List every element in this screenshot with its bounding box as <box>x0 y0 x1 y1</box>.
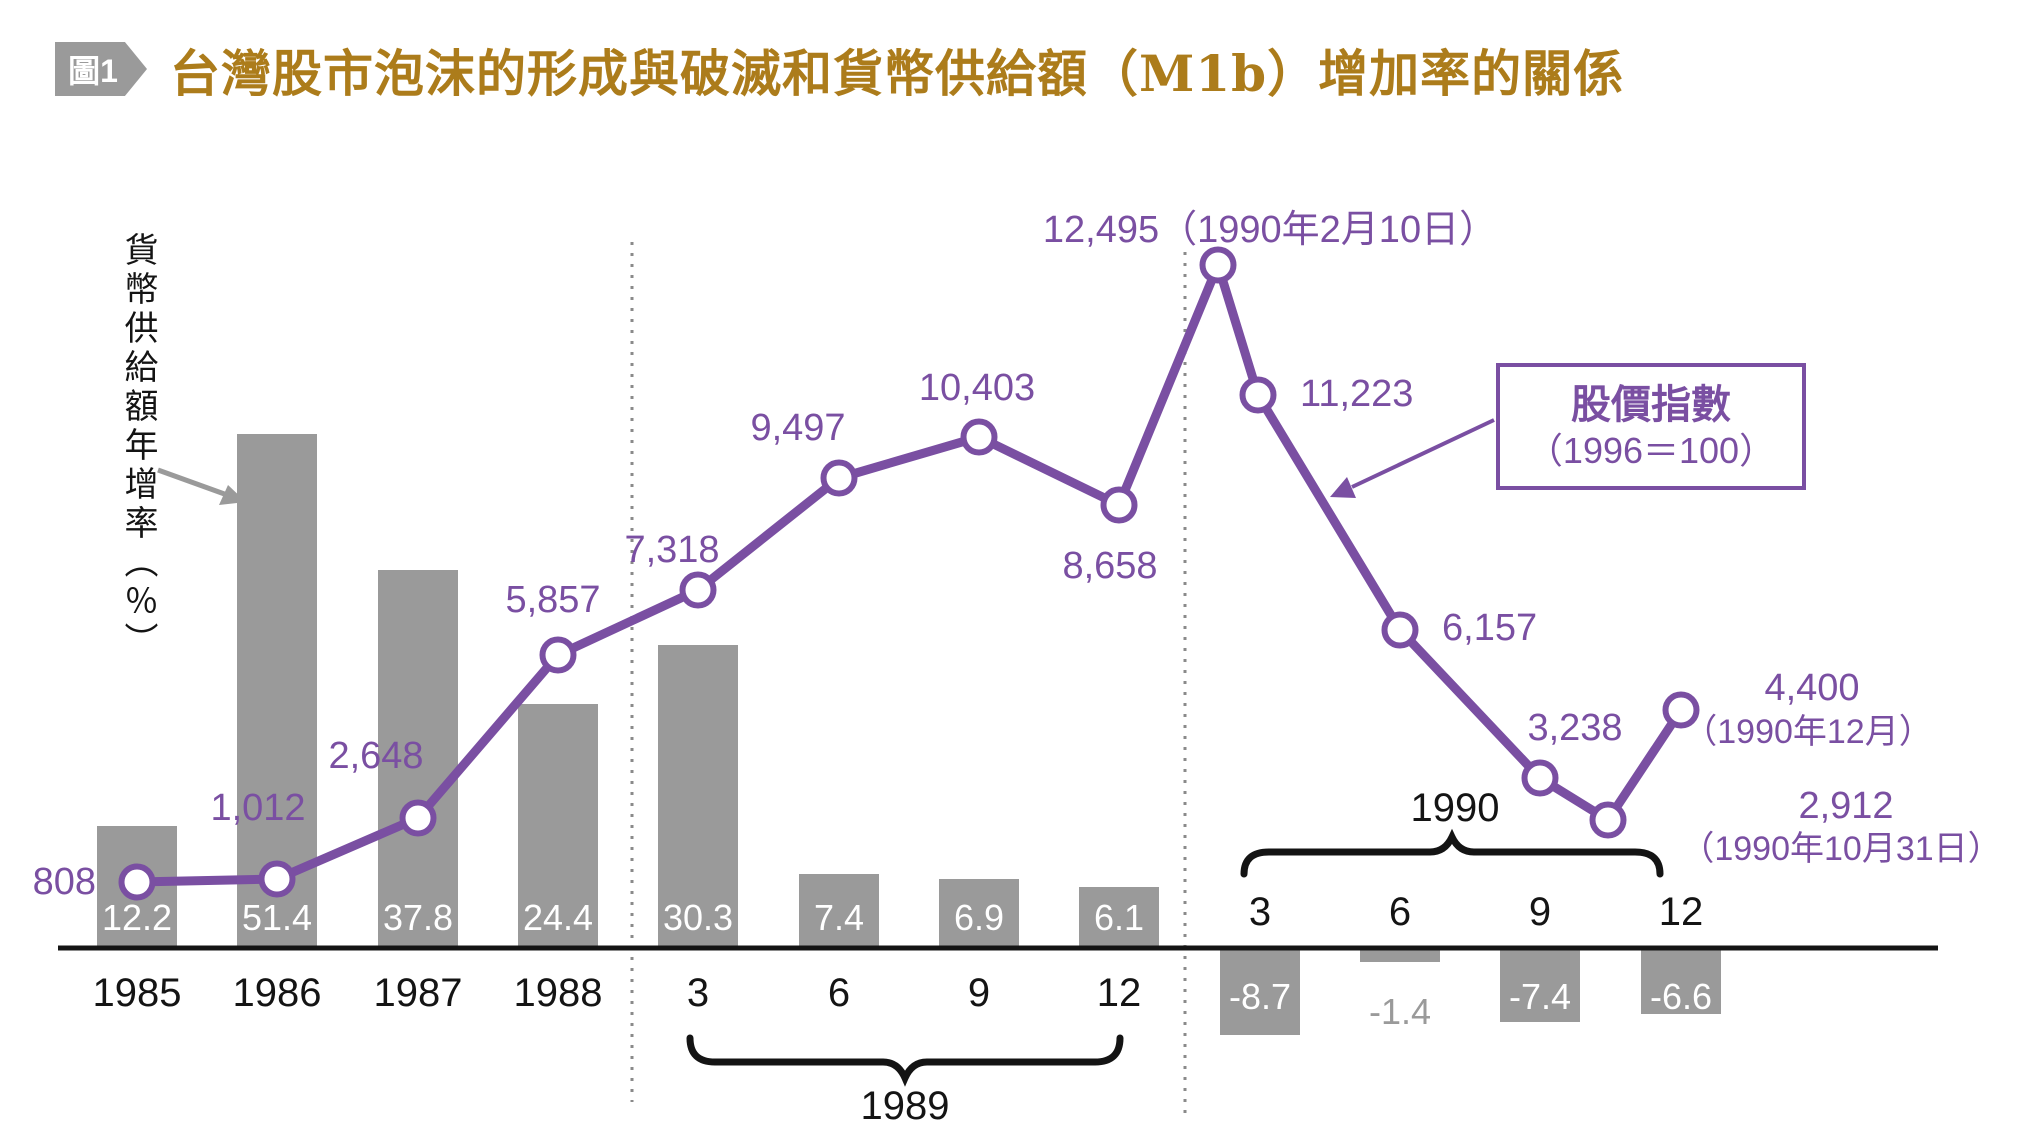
bar-1989-06 <box>799 874 879 948</box>
y-axis-label: 貨幣供給額年增率（％） <box>119 232 157 661</box>
x-tick-label: 12 <box>1096 971 1142 1015</box>
x-tick-label: 9 <box>1528 890 1552 934</box>
point-value-label: 808 <box>32 861 96 903</box>
legend-subtitle: （1996＝100） <box>1526 429 1776 471</box>
bar-value-label: 24.4 <box>522 897 594 938</box>
money-supply-arrow <box>157 467 246 505</box>
point-value-label: 6,157 <box>1442 607 1538 649</box>
point-value-label: 11,223 <box>1300 373 1414 415</box>
line-point-1990-12 <box>1662 691 1700 729</box>
point-date-label: （1990年10月31日） <box>1680 830 2002 868</box>
line-point-1990-02-10 <box>1199 246 1237 284</box>
bar-value-label: -7.4 <box>1508 976 1572 1017</box>
legend-box: 股價指數 （1996＝100） <box>1496 363 1806 490</box>
bar-value-label: 37.8 <box>382 897 454 938</box>
bar-value-label: 30.3 <box>662 897 734 938</box>
point-value-label: 10,403 <box>918 367 1036 409</box>
bar-value-label: -1.4 <box>1368 991 1432 1032</box>
point-value-label: 2,648 <box>328 735 424 777</box>
bar-1990-09 <box>1500 948 1580 1022</box>
line-point-1990-10-31 <box>1589 801 1627 839</box>
point-value-label: 2,912 <box>1798 785 1894 827</box>
line-point-1989-12 <box>1100 486 1138 524</box>
group-label-1990: 1990 <box>1410 786 1500 830</box>
bar-1988 <box>518 704 598 948</box>
line-point-1989-09 <box>960 418 998 456</box>
x-tick-label: 1988 <box>513 971 603 1015</box>
figure-number-badge: 圖1 <box>55 42 147 96</box>
point-value-label: 7,318 <box>624 529 720 571</box>
brace-1989 <box>686 1034 1124 1087</box>
stock-index-arrow <box>1330 418 1495 498</box>
line-point-1990-06 <box>1381 611 1419 649</box>
title-bar: 圖1 台灣股市泡沫的形成與破滅和貨幣供給額（M1b）增加率的關係 <box>0 0 2022 120</box>
group-label-1989: 1989 <box>860 1084 950 1128</box>
point-value-label: 12,495（1990年2月10日） <box>1042 209 1498 251</box>
stock-index-points <box>118 246 1700 901</box>
line-point-1986 <box>258 860 296 898</box>
bar-1990-06 <box>1360 948 1440 962</box>
point-value-label: 9,497 <box>750 407 846 449</box>
line-point-1988 <box>539 636 577 674</box>
bar-1990-03 <box>1220 948 1300 1035</box>
x-tick-label: 1985 <box>92 971 182 1015</box>
x-tick-label: 12 <box>1658 890 1704 934</box>
bar-1989-09 <box>939 879 1019 948</box>
point-value-label: 8,658 <box>1062 545 1158 587</box>
brace-1990 <box>1240 828 1664 878</box>
bar-value-label: 6.9 <box>953 897 1005 938</box>
bar-value-label: 51.4 <box>241 897 313 938</box>
line-point-1987 <box>399 799 437 837</box>
line-point-1990-09 <box>1521 759 1559 797</box>
point-value-label: 3,238 <box>1527 707 1623 749</box>
x-tick-label: 6 <box>1388 890 1412 934</box>
bar-1989-03 <box>658 645 738 948</box>
bar-value-label: -6.6 <box>1649 976 1713 1017</box>
x-tick-label: 9 <box>967 971 991 1015</box>
bar-value-label: 6.1 <box>1093 897 1145 938</box>
bar-1987 <box>378 570 458 948</box>
x-tick-label: 1987 <box>373 971 463 1015</box>
point-value-label: 5,857 <box>505 579 601 621</box>
x-tick-label: 3 <box>1248 890 1272 934</box>
bar-1990-12 <box>1641 948 1721 1014</box>
x-tick-label: 3 <box>686 971 710 1015</box>
point-value-label: 4,400 <box>1764 667 1860 709</box>
point-date-label: （1990年12月） <box>1683 713 1933 751</box>
legend-title: 股價指數 <box>1571 382 1731 427</box>
line-point-1989-03 <box>679 571 717 609</box>
stock-index-line <box>132 260 1686 887</box>
figure-title: 台灣股市泡沫的形成與破滅和貨幣供給額（M1b）增加率的關係 <box>170 44 1625 103</box>
stock-index-polyline <box>132 260 1686 887</box>
x-tick-label: 6 <box>827 971 851 1015</box>
m1b-bars <box>97 434 1721 1035</box>
line-point-1985 <box>118 863 156 901</box>
bar-value-label: 7.4 <box>813 897 865 938</box>
bar-1989-12 <box>1079 887 1159 948</box>
line-point-1989-06 <box>820 459 858 497</box>
x-tick-label: 1986 <box>232 971 322 1015</box>
bar-value-label: 12.2 <box>101 897 173 938</box>
line-point-1990-03 <box>1239 376 1277 414</box>
point-value-label: 1,012 <box>210 787 306 829</box>
bar-value-label: -8.7 <box>1228 976 1292 1017</box>
